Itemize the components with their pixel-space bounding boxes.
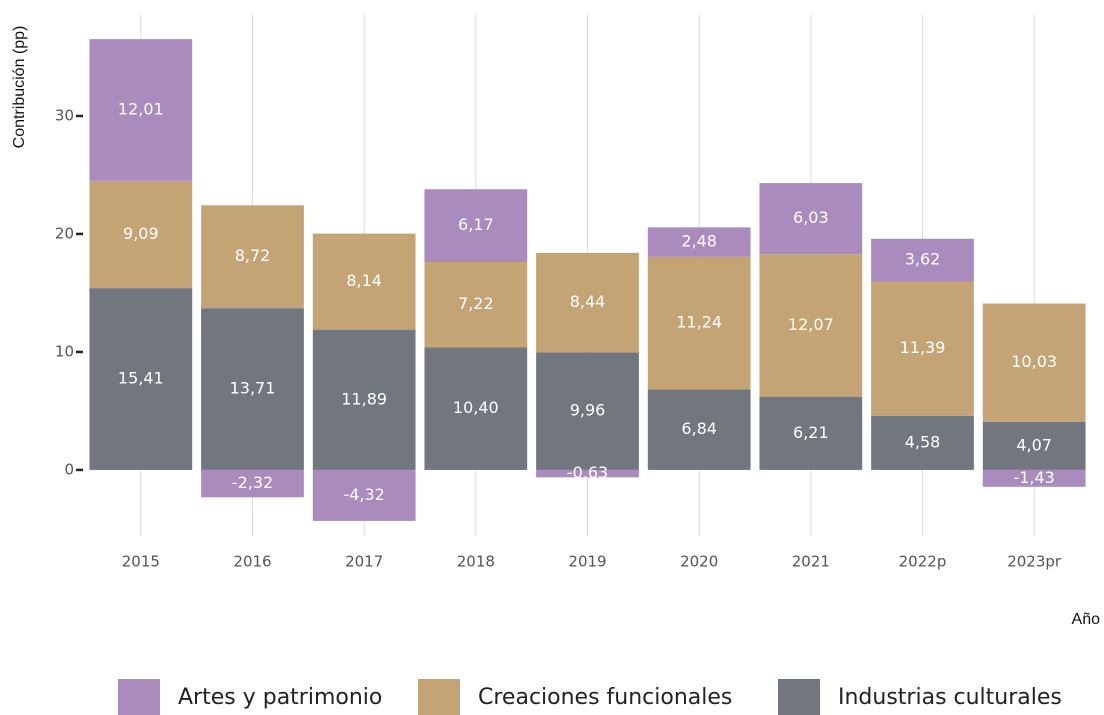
value-label: 9,96 xyxy=(570,401,606,420)
value-label: 10,03 xyxy=(1011,352,1057,371)
bar-segment xyxy=(871,238,974,282)
value-label: 8,72 xyxy=(235,246,271,265)
value-label: 11,24 xyxy=(676,312,722,331)
value-label: -1,43 xyxy=(1013,468,1054,487)
x-tick-label: 2019 xyxy=(568,553,606,571)
x-axis-label: Año xyxy=(1072,611,1101,628)
bar-segment xyxy=(424,347,528,470)
x-tick-label: 2015 xyxy=(122,553,160,571)
value-label: 6,21 xyxy=(793,423,829,442)
value-label: -0,63 xyxy=(567,463,608,482)
x-tick-label: 2022p xyxy=(899,553,947,571)
legend-label: Creaciones funcionales xyxy=(478,685,732,710)
bar-segment xyxy=(536,469,639,478)
x-tick-label: 2016 xyxy=(233,553,271,571)
bar-segment xyxy=(647,227,751,257)
value-label: 11,89 xyxy=(341,389,387,408)
value-label: 4,07 xyxy=(1016,435,1052,454)
bar-segment xyxy=(982,421,1086,470)
value-label: 12,07 xyxy=(788,315,834,334)
x-tick-label: 2018 xyxy=(457,553,495,571)
bar-segment xyxy=(982,303,1086,422)
bar-segment xyxy=(201,205,304,309)
value-label: 7,22 xyxy=(458,294,494,313)
bar-segment xyxy=(871,281,974,416)
value-label: 11,39 xyxy=(900,338,946,357)
bar-segment xyxy=(89,288,193,470)
x-tick-label: 2021 xyxy=(792,553,830,571)
y-tick-label: 20 xyxy=(55,224,74,242)
y-axis-label: Contribución (pp) xyxy=(11,26,28,149)
value-label: 12,01 xyxy=(118,100,164,119)
bar-segment xyxy=(759,396,863,470)
bar-segment xyxy=(89,39,193,181)
bar-segment xyxy=(759,183,863,255)
bar-segment xyxy=(424,262,528,348)
legend-label: Industrias culturales xyxy=(838,685,1062,710)
bar-segment xyxy=(871,415,974,470)
value-label: 2,48 xyxy=(681,231,717,250)
bar-segment xyxy=(759,254,863,397)
value-label: 6,17 xyxy=(458,215,494,234)
bar-segment xyxy=(201,308,304,470)
value-label: 9,09 xyxy=(123,224,159,243)
y-tick-label: 10 xyxy=(55,342,74,360)
value-label: 3,62 xyxy=(905,250,941,269)
legend-swatch xyxy=(418,679,460,715)
legend-label: Artes y patrimonio xyxy=(178,685,382,710)
y-tick-label: 30 xyxy=(55,106,74,124)
x-tick-label: 2017 xyxy=(345,553,383,571)
y-tick-label: 0 xyxy=(64,460,74,478)
bar-segment xyxy=(89,180,193,289)
x-tick-label: 2023pr xyxy=(1007,553,1062,571)
value-label: 8,44 xyxy=(570,292,606,311)
bar-segment xyxy=(536,252,639,353)
bar-segment xyxy=(424,189,528,263)
x-tick-label: 2020 xyxy=(680,553,718,571)
value-label: 13,71 xyxy=(230,379,276,398)
bar-segment xyxy=(536,352,639,470)
value-label: -2,32 xyxy=(232,473,273,492)
legend-swatch xyxy=(778,679,820,715)
legend-swatch xyxy=(118,679,160,715)
bar-segment xyxy=(201,469,304,498)
value-label: 6,84 xyxy=(681,419,717,438)
bar-segment xyxy=(312,329,416,470)
bar-segment xyxy=(982,469,1086,487)
bar-segment xyxy=(312,469,416,521)
bar-segment xyxy=(647,389,751,470)
value-label: 15,41 xyxy=(118,369,164,388)
value-label: 4,58 xyxy=(905,432,941,451)
value-label: 10,40 xyxy=(453,398,499,417)
bar-segment xyxy=(647,256,751,390)
value-label: -4,32 xyxy=(343,485,384,504)
bar-segment xyxy=(312,233,416,330)
value-label: 8,14 xyxy=(346,271,382,290)
value-label: 6,03 xyxy=(793,208,829,227)
